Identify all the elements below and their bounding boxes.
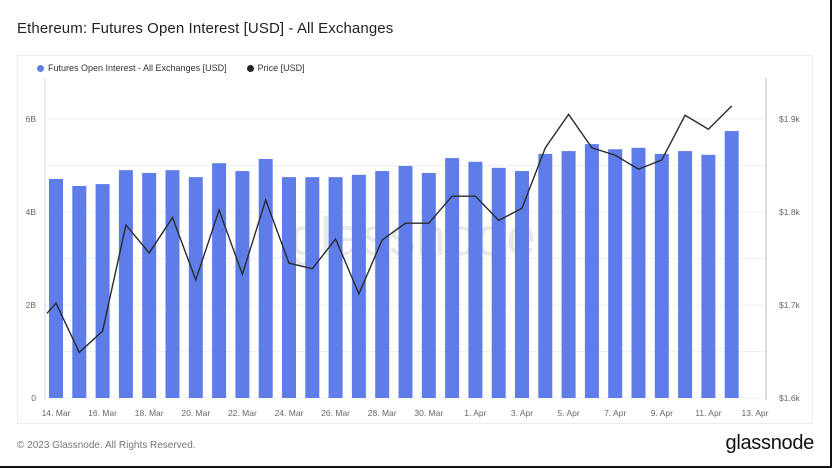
svg-text:6B: 6B [26,114,37,124]
bar[interactable] [328,177,343,398]
svg-text:14. Mar: 14. Mar [42,408,71,418]
svg-text:16. Mar: 16. Mar [88,408,117,418]
svg-text:2B: 2B [26,300,37,310]
bar[interactable] [491,167,506,398]
legend-label-price: Price [USD] [257,63,305,73]
bar[interactable] [142,172,157,398]
bar[interactable] [351,174,366,398]
bar[interactable] [375,171,390,398]
svg-text:$1.6k: $1.6k [779,393,801,403]
bar[interactable] [258,158,273,398]
bar[interactable] [212,163,227,398]
svg-text:3. Apr: 3. Apr [511,408,533,418]
svg-text:5. Apr: 5. Apr [557,408,579,418]
svg-text:28. Mar: 28. Mar [368,408,397,418]
bar[interactable] [468,161,483,398]
svg-text:1. Apr: 1. Apr [464,408,486,418]
bar[interactable] [305,177,320,398]
bar[interactable] [188,177,203,398]
legend-item-price[interactable]: Price [USD] [246,63,305,73]
svg-text:26. Mar: 26. Mar [321,408,350,418]
bar[interactable] [49,178,63,398]
bar[interactable] [421,172,436,398]
bar[interactable] [584,144,599,398]
svg-text:$1.9k: $1.9k [779,114,801,124]
bar[interactable] [631,147,646,398]
bar[interactable] [398,165,413,398]
bar[interactable] [515,171,529,398]
open-interest-bars [49,131,739,398]
bar[interactable] [538,153,553,398]
legend-item-open-interest[interactable]: Futures Open Interest - All Exchanges [U… [37,63,227,73]
bar[interactable] [72,185,87,398]
svg-text:30. Mar: 30. Mar [414,408,443,418]
screenshot-frame-right [830,0,832,468]
y-axis-right-ticks: $1.6k $1.7k $1.8k $1.9k [779,114,801,403]
svg-text:22. Mar: 22. Mar [228,408,257,418]
svg-text:24. Mar: 24. Mar [275,408,304,418]
bar[interactable] [701,154,716,398]
svg-text:18. Mar: 18. Mar [135,408,164,418]
bar[interactable] [445,158,460,398]
legend-label-open-interest: Futures Open Interest - All Exchanges [U… [48,63,227,73]
bar[interactable] [118,170,133,398]
bar[interactable] [608,149,623,398]
screenshot-frame-bottom [0,466,832,468]
svg-text:9. Apr: 9. Apr [651,408,673,418]
svg-text:$1.7k: $1.7k [779,300,801,310]
legend-dot-price-icon [246,64,254,72]
glassnode-logo[interactable]: glassnode [725,432,815,454]
chart-title: Ethereum: Futures Open Interest [USD] - … [17,20,394,37]
svg-text:20. Mar: 20. Mar [181,408,210,418]
x-axis-ticks: 14. Mar 16. Mar 18. Mar 20. Mar 22. Mar 24. M… [42,408,769,418]
svg-text:13. Apr: 13. Apr [742,408,769,418]
bar[interactable] [561,151,576,398]
bar[interactable] [678,151,693,398]
svg-text:11. Apr: 11. Apr [695,408,721,418]
bar[interactable] [235,171,250,398]
bar[interactable] [654,153,669,398]
svg-text:0: 0 [31,393,36,403]
bar[interactable] [165,170,180,398]
bar[interactable] [282,177,296,398]
copyright-text: © 2023 Glassnode. All Rights Reserved. [17,440,196,451]
y-axis-left-ticks: 0 2B 4B 6B [26,114,37,403]
bar[interactable] [95,184,110,398]
svg-text:7. Apr: 7. Apr [604,408,626,418]
svg-text:4B: 4B [26,207,37,217]
chart-legend: Futures Open Interest - All Exchanges [U… [37,63,305,73]
bar[interactable] [724,131,739,398]
price-line [46,105,733,354]
svg-text:$1.8k: $1.8k [779,207,801,217]
legend-dot-open-interest-icon [37,64,44,72]
